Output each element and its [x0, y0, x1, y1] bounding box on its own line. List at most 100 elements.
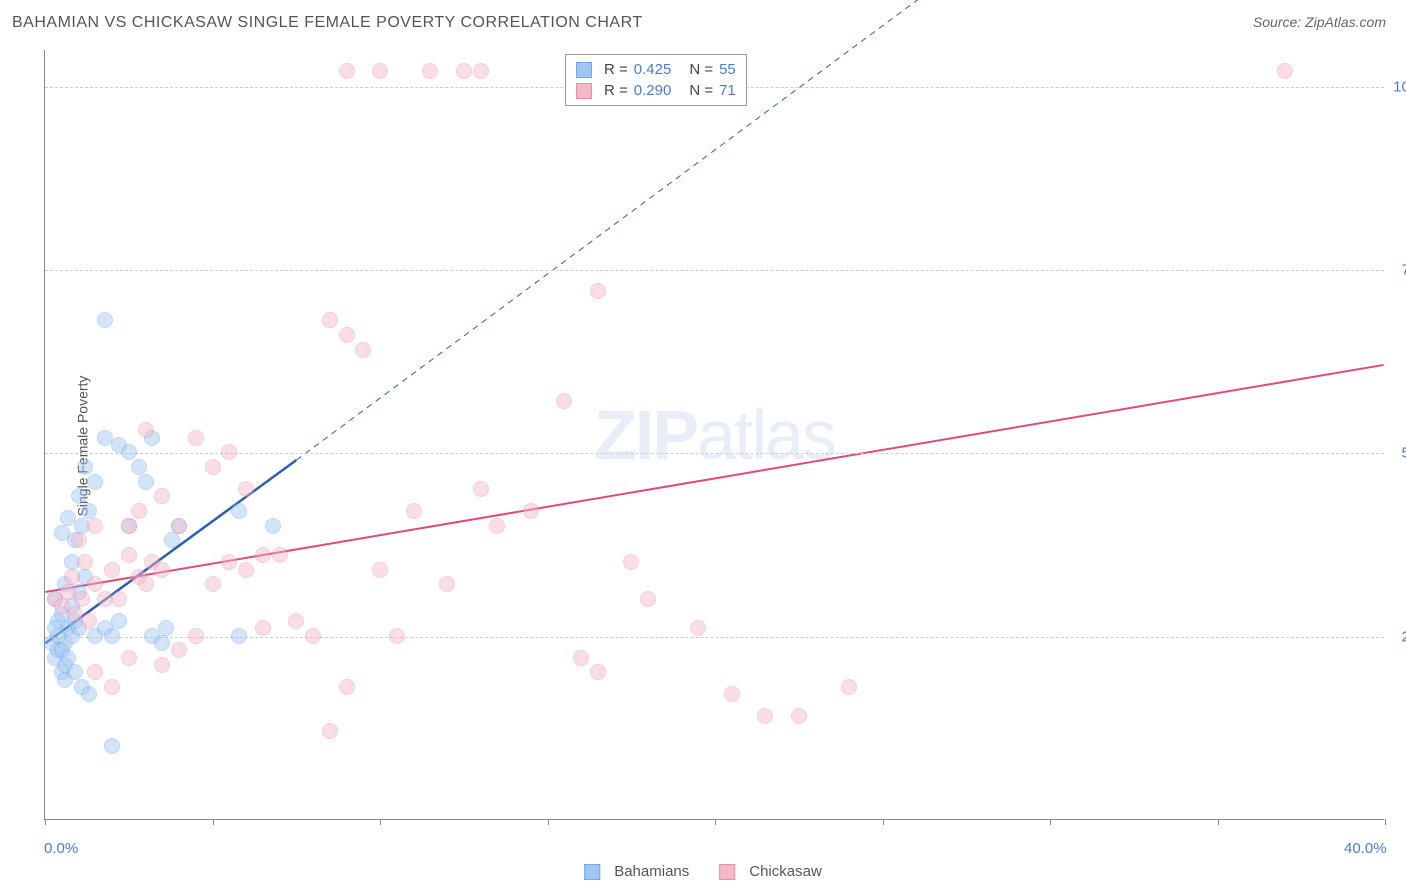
scatter-point	[590, 283, 606, 299]
legend-swatch	[576, 83, 592, 99]
scatter-point	[339, 63, 355, 79]
legend-bottom: BahamiansChickasaw	[584, 863, 822, 880]
legend-item: Chickasaw	[719, 863, 822, 880]
scatter-point	[590, 664, 606, 680]
scatter-point	[640, 591, 656, 607]
scatter-point	[272, 547, 288, 563]
scatter-point	[231, 503, 247, 519]
scatter-point	[121, 518, 137, 534]
source-attribution: Source: ZipAtlas.com	[1253, 14, 1386, 30]
x-tick	[380, 819, 381, 825]
legend-stats-row: R = 0.425N = 55	[576, 59, 736, 80]
scatter-point	[138, 422, 154, 438]
scatter-point	[573, 650, 589, 666]
y-tick-label: 50.0%	[1389, 445, 1406, 462]
legend-swatch	[719, 864, 735, 880]
scatter-point	[154, 635, 170, 651]
scatter-point	[138, 576, 154, 592]
chart-container: BAHAMIAN VS CHICKASAW SINGLE FEMALE POVE…	[0, 0, 1406, 892]
scatter-point	[406, 503, 422, 519]
scatter-point	[111, 613, 127, 629]
scatter-point	[188, 628, 204, 644]
scatter-point	[288, 613, 304, 629]
scatter-point	[111, 591, 127, 607]
legend-swatch	[576, 62, 592, 78]
scatter-point	[64, 569, 80, 585]
scatter-point	[355, 342, 371, 358]
scatter-point	[131, 503, 147, 519]
scatter-point	[255, 620, 271, 636]
scatter-point	[77, 554, 93, 570]
scatter-point	[339, 327, 355, 343]
scatter-point	[757, 708, 773, 724]
scatter-point	[154, 488, 170, 504]
scatter-point	[164, 532, 180, 548]
scatter-point	[221, 554, 237, 570]
scatter-point	[389, 628, 405, 644]
stat-n-value: 55	[719, 61, 736, 78]
scatter-point	[104, 628, 120, 644]
scatter-point	[71, 532, 87, 548]
scatter-point	[456, 63, 472, 79]
scatter-point	[690, 620, 706, 636]
scatter-point	[221, 444, 237, 460]
scatter-point	[205, 459, 221, 475]
scatter-point	[131, 459, 147, 475]
x-tick	[1218, 819, 1219, 825]
scatter-point	[104, 562, 120, 578]
x-tick	[548, 819, 549, 825]
scatter-point	[205, 576, 221, 592]
scatter-point	[158, 620, 174, 636]
y-tick-label: 100.0%	[1389, 78, 1406, 95]
scatter-point	[473, 63, 489, 79]
legend-label: Chickasaw	[749, 863, 822, 880]
legend-swatch	[584, 864, 600, 880]
x-tick	[715, 819, 716, 825]
scatter-point	[87, 474, 103, 490]
scatter-point	[265, 518, 281, 534]
scatter-point	[238, 481, 254, 497]
x-tick	[45, 819, 46, 825]
scatter-point	[372, 63, 388, 79]
scatter-point	[47, 620, 63, 636]
scatter-point	[60, 510, 76, 526]
regression-lines	[45, 50, 1384, 819]
regression-line	[45, 365, 1383, 592]
scatter-point	[154, 562, 170, 578]
x-tick-label: 40.0%	[1344, 840, 1387, 857]
chart-title: BAHAMIAN VS CHICKASAW SINGLE FEMALE POVE…	[12, 14, 643, 32]
scatter-point	[121, 650, 137, 666]
scatter-point	[724, 686, 740, 702]
stat-r-value: 0.425	[634, 61, 672, 78]
scatter-point	[372, 562, 388, 578]
stat-r-label: R =	[604, 61, 628, 78]
scatter-point	[322, 312, 338, 328]
scatter-point	[97, 430, 113, 446]
scatter-point	[231, 628, 247, 644]
scatter-point	[81, 686, 97, 702]
y-tick-label: 25.0%	[1389, 628, 1406, 645]
scatter-point	[238, 562, 254, 578]
x-tick	[1050, 819, 1051, 825]
x-tick-label: 0.0%	[44, 840, 78, 857]
x-tick	[213, 819, 214, 825]
scatter-point	[841, 679, 857, 695]
scatter-point	[67, 664, 83, 680]
scatter-point	[54, 525, 70, 541]
stat-n-label: N =	[689, 82, 713, 99]
scatter-point	[322, 723, 338, 739]
scatter-point	[71, 488, 87, 504]
x-tick	[1385, 819, 1386, 825]
legend-stats: R = 0.425N = 55R = 0.290N = 71	[565, 54, 747, 106]
scatter-point	[104, 738, 120, 754]
scatter-point	[422, 63, 438, 79]
scatter-point	[489, 518, 505, 534]
scatter-point	[138, 474, 154, 490]
scatter-point	[171, 518, 187, 534]
scatter-point	[81, 613, 97, 629]
scatter-point	[87, 664, 103, 680]
scatter-point	[87, 518, 103, 534]
scatter-point	[87, 576, 103, 592]
legend-stats-row: R = 0.290N = 71	[576, 80, 736, 101]
scatter-point	[305, 628, 321, 644]
